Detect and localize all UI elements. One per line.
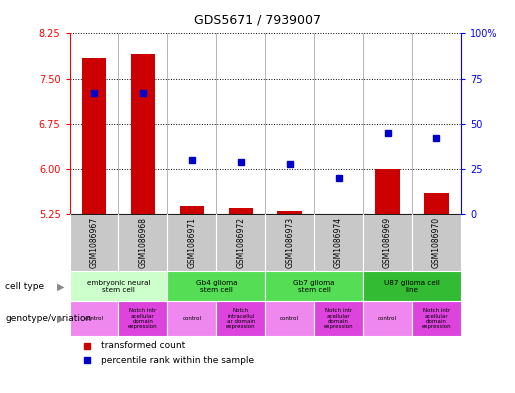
Text: control: control [378,316,397,321]
Text: GSM1086969: GSM1086969 [383,217,392,268]
Text: cell type: cell type [5,282,44,291]
Text: percentile rank within the sample: percentile rank within the sample [101,356,254,365]
Text: GSM1086968: GSM1086968 [139,217,147,268]
Text: embryonic neural
stem cell: embryonic neural stem cell [87,280,150,293]
Bar [265,301,314,336]
Bar [131,55,155,214]
Text: GSM1086971: GSM1086971 [187,217,196,268]
Text: control: control [84,316,104,321]
Text: Notch
intracellul
ar domain
expression: Notch intracellul ar domain expression [226,308,255,329]
Text: GSM1086970: GSM1086970 [432,217,441,268]
Bar [118,301,167,336]
Bar [229,208,253,214]
Text: ▶: ▶ [57,314,64,324]
Bar [167,301,216,336]
Bar [82,57,106,214]
Text: GSM1086974: GSM1086974 [334,217,343,268]
Text: GSM1086972: GSM1086972 [236,217,245,268]
Text: Gb4 glioma
stem cell: Gb4 glioma stem cell [196,280,237,293]
Text: U87 glioma cell
line: U87 glioma cell line [384,280,440,293]
Text: Gb7 glioma
stem cell: Gb7 glioma stem cell [294,280,335,293]
Text: Notch intr
acellular
domain
expression: Notch intr acellular domain expression [128,308,158,329]
Bar [375,169,400,214]
Bar [70,271,167,301]
Text: GSM1086967: GSM1086967 [90,217,98,268]
Text: Notch intr
acellular
domain
expression: Notch intr acellular domain expression [324,308,353,329]
Bar [216,301,265,336]
Bar [363,271,461,301]
Text: Notch intr
acellular
domain
expression: Notch intr acellular domain expression [422,308,451,329]
Bar [167,271,265,301]
Bar [180,206,204,214]
Bar [424,193,449,214]
Bar [412,301,461,336]
Text: control: control [280,316,299,321]
Text: genotype/variation: genotype/variation [5,314,91,323]
Text: control: control [182,316,201,321]
Bar [363,301,412,336]
Text: transformed count: transformed count [101,342,185,351]
Bar [278,211,302,214]
Bar [265,271,363,301]
Text: GDS5671 / 7939007: GDS5671 / 7939007 [194,14,321,27]
Text: GSM1086973: GSM1086973 [285,217,294,268]
Text: ▶: ▶ [57,281,64,291]
Bar [70,301,118,336]
Bar [314,301,363,336]
